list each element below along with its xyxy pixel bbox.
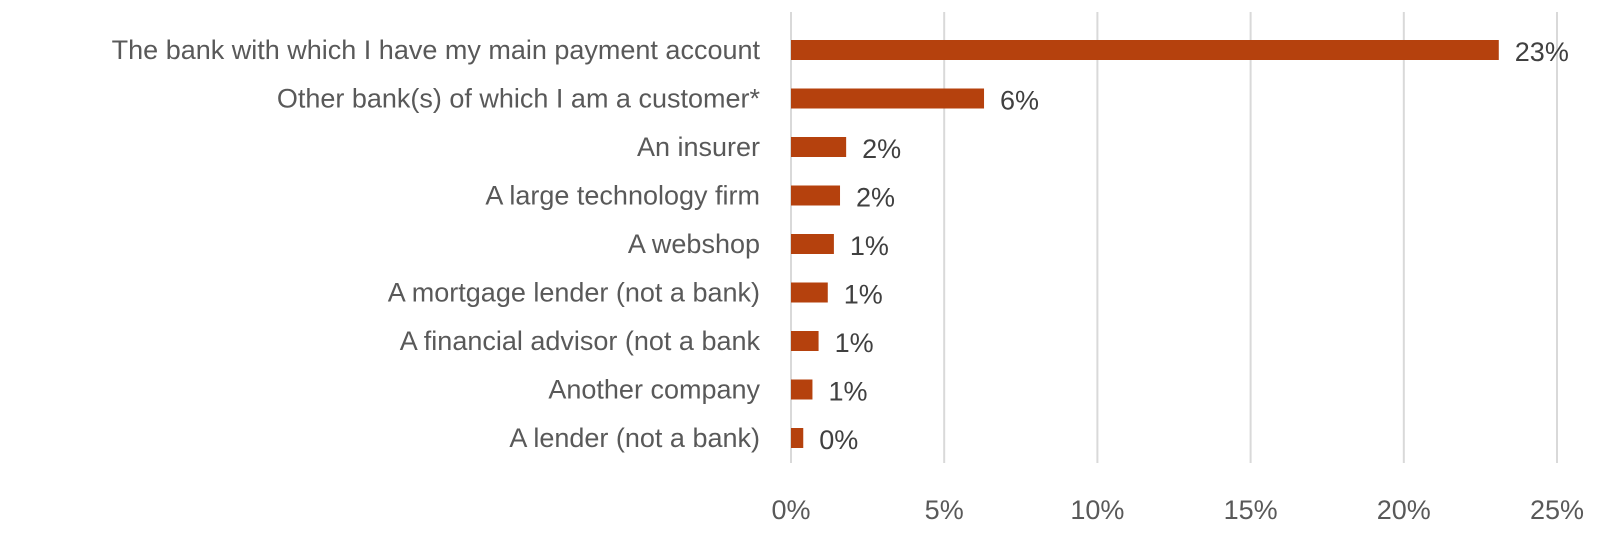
x-tick-label: 5% — [925, 495, 964, 525]
bar — [791, 234, 834, 254]
data-label: 1% — [850, 231, 889, 261]
category-label: A large technology firm — [485, 181, 760, 211]
category-label: The bank with which I have my main payme… — [112, 35, 761, 65]
data-label: 2% — [862, 134, 901, 164]
bar — [791, 137, 847, 157]
category-label: A webshop — [628, 229, 760, 259]
data-label: 1% — [828, 377, 867, 407]
bars — [791, 40, 1499, 448]
bar — [791, 331, 819, 351]
category-label: Other bank(s) of which I am a customer* — [277, 84, 761, 114]
x-tick-label: 15% — [1224, 495, 1278, 525]
x-axis-tick-labels: 0% 5% 10% 15% 20% 25% — [771, 495, 1584, 525]
category-label: A lender (not a bank) — [509, 423, 760, 453]
data-label: 0% — [819, 425, 858, 455]
bar — [791, 88, 985, 109]
bar — [791, 185, 841, 206]
bar — [791, 282, 828, 303]
gridlines — [790, 12, 1558, 463]
data-label: 23% — [1515, 37, 1569, 67]
bar — [791, 428, 804, 448]
category-label: A financial advisor (not a bank — [400, 326, 761, 356]
category-labels: The bank with which I have my main payme… — [112, 35, 761, 453]
category-label: Another company — [548, 375, 760, 405]
category-label: An insurer — [637, 132, 760, 162]
x-tick-label: 25% — [1530, 495, 1584, 525]
value-labels: 23% 6% 2% 2% 1% 1% 1% 1% 0% — [819, 37, 1569, 455]
bar — [791, 379, 813, 400]
category-label: A mortgage lender (not a bank) — [388, 278, 760, 308]
x-tick-label: 10% — [1070, 495, 1124, 525]
data-label: 2% — [856, 183, 895, 213]
bar — [791, 40, 1499, 60]
data-label: 1% — [844, 280, 883, 310]
x-tick-label: 0% — [771, 495, 810, 525]
data-label: 1% — [835, 328, 874, 358]
data-label: 6% — [1000, 86, 1039, 116]
x-tick-label: 20% — [1377, 495, 1431, 525]
